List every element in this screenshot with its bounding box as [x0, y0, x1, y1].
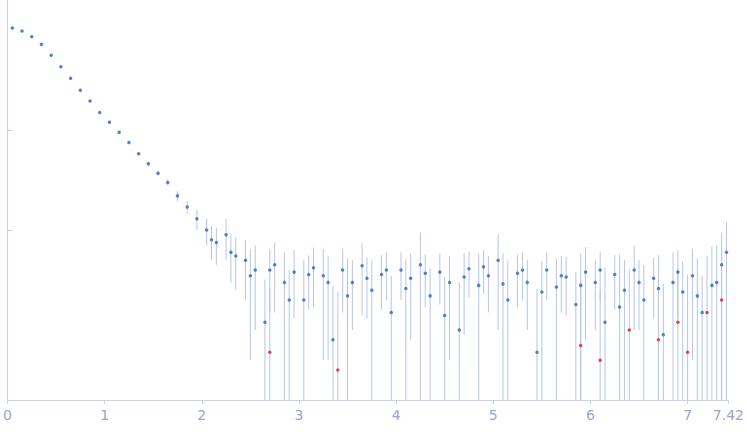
- svg-text:0: 0: [3, 407, 12, 423]
- svg-text:3: 3: [294, 407, 303, 423]
- svg-text:7: 7: [683, 407, 692, 423]
- svg-text:4: 4: [392, 407, 401, 423]
- svg-text:7.42: 7.42: [713, 407, 744, 423]
- svg-text:5: 5: [489, 407, 498, 423]
- svg-text:2: 2: [197, 407, 206, 423]
- svg-text:6: 6: [586, 407, 595, 423]
- svg-text:1: 1: [100, 407, 109, 423]
